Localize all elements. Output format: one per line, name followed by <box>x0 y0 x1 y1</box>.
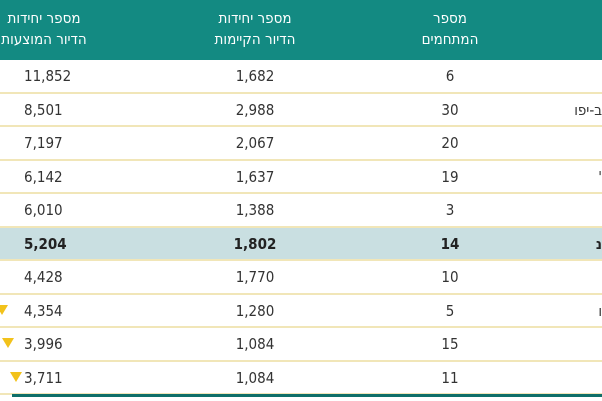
down-triangle-icon <box>0 304 8 315</box>
table-row: 5,204 1,802 14 נ <box>0 227 602 261</box>
cell-proposed: 4,428 <box>24 268 63 286</box>
header-line: מספר יחידות <box>218 9 292 27</box>
table-bottom-border <box>12 394 602 397</box>
table-header: מספר יחידות הדיור המוצעות מספר יחידות הדיו… <box>0 0 602 60</box>
cell-existing: 2,988 <box>235 100 275 119</box>
cell-proposed: 11,852 <box>24 67 72 85</box>
cell-proposed: 5,204 <box>24 234 67 253</box>
cell-proposed: 6,010 <box>24 201 63 219</box>
table-row: 3,996 1,084 15 <box>0 328 602 362</box>
header-proposed-units: מספר יחידות הדיור המוצעות <box>0 8 94 50</box>
table-row: 6,142 1,637 19 ' <box>0 161 602 194</box>
table-row: 7,197 2,067 20 <box>0 127 602 161</box>
cell-compounds: 20 <box>441 134 459 152</box>
cell-city: ב-יפו <box>574 100 602 119</box>
table-row: 8,501 2,988 30 ב-יפו <box>0 94 602 127</box>
cell-existing: 1,084 <box>235 368 275 387</box>
down-triangle-icon <box>2 338 14 348</box>
cell-proposed: 4,354 <box>24 301 63 320</box>
cell-proposed: 3,711 <box>24 368 63 387</box>
cell-existing: 1,802 <box>233 234 277 253</box>
cell-compounds: 30 <box>441 100 459 119</box>
cell-proposed: 3,996 <box>24 335 63 353</box>
cell-proposed: 8,501 <box>24 100 63 119</box>
cell-compounds: 6 <box>445 67 455 85</box>
header-line: המתחמים <box>421 30 479 48</box>
table-row: 4,428 1,770 10 <box>0 261 602 295</box>
cell-compounds: 15 <box>441 335 459 353</box>
cell-compounds: 10 <box>441 268 459 286</box>
cell-existing: 1,682 <box>235 67 275 85</box>
cell-existing: 1,388 <box>235 201 275 219</box>
cell-proposed: 7,197 <box>24 134 63 152</box>
table-row: 3,711 1,084 11 <box>0 362 602 395</box>
cell-existing: 1,280 <box>235 301 275 320</box>
cell-existing: 1,084 <box>235 335 275 353</box>
header-line: מספר <box>433 9 467 27</box>
table-row: 11,852 1,682 6 <box>0 60 602 94</box>
table-row: 4,354 1,280 5 ו <box>0 295 602 328</box>
cell-compounds: 19 <box>441 167 459 186</box>
header-line: הדיור הקיימות <box>214 30 296 48</box>
cell-proposed: 6,142 <box>24 167 63 186</box>
cell-compounds: 5 <box>445 301 455 320</box>
cell-compounds: 11 <box>441 368 459 387</box>
down-triangle-icon <box>10 371 22 382</box>
cell-existing: 1,637 <box>235 167 275 186</box>
header-existing-units: מספר יחידות הדיור הקיימות <box>200 8 310 50</box>
cell-existing: 1,770 <box>235 268 275 286</box>
cell-city: נ <box>595 234 602 253</box>
table-row: 6,010 1,388 3 <box>0 194 602 228</box>
header-compounds: מספר המתחמים <box>400 8 500 50</box>
cell-city: ' <box>598 167 602 186</box>
header-line: הדיור המוצעות <box>1 30 87 48</box>
header-line: מספר יחידות <box>7 9 81 27</box>
cell-compounds: 3 <box>445 201 455 219</box>
cell-city: ו <box>598 301 602 320</box>
cell-compounds: 14 <box>440 234 460 253</box>
cell-existing: 2,067 <box>235 134 275 152</box>
